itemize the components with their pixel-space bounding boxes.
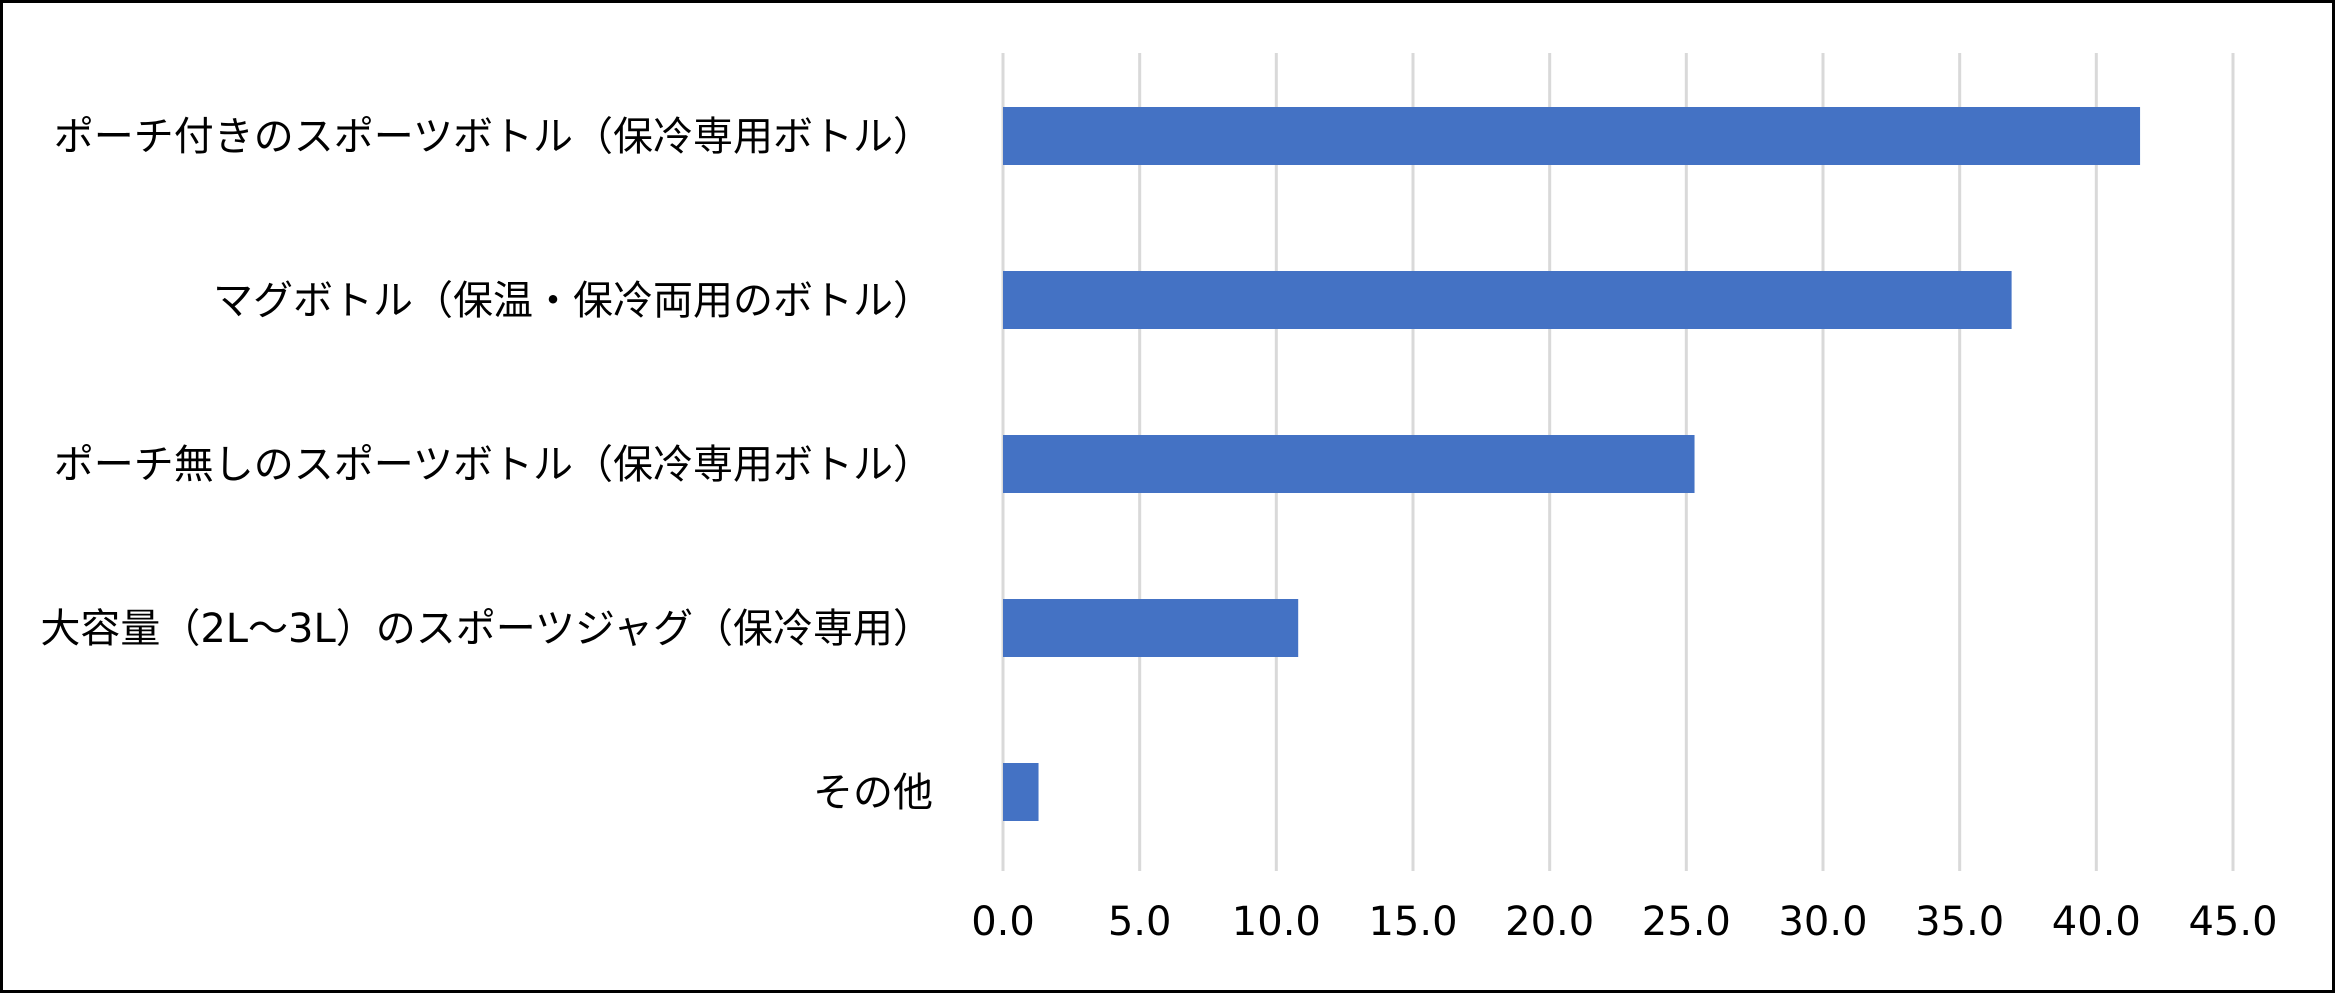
bar — [1003, 763, 1039, 821]
x-tick-label: 5.0 — [1108, 899, 1172, 945]
bar — [1003, 107, 2141, 165]
x-tick-label: 20.0 — [1505, 899, 1594, 945]
bar — [1003, 435, 1695, 493]
bar — [1003, 599, 1299, 657]
x-tick-label: 30.0 — [1778, 899, 1867, 945]
category-label: マグボトル（保温・保冷両用のボトル） — [213, 278, 933, 324]
x-tick-label: 25.0 — [1642, 899, 1731, 945]
category-labels: ポーチ付きのスポーツボトル（保冷専用ボトル） マグボトル（保温・保冷両用のボトル）… — [40, 114, 933, 816]
category-label: 大容量（2L～3L）のスポーツジャグ（保冷専用） — [40, 606, 933, 652]
x-tick-label: 0.0 — [971, 899, 1035, 945]
bar-chart: ポーチ付きのスポーツボトル（保冷専用ボトル） マグボトル（保温・保冷両用のボトル）… — [40, 53, 2278, 945]
x-tick-label: 10.0 — [1232, 899, 1321, 945]
x-tick-label: 40.0 — [2052, 899, 2141, 945]
x-tick-label: 35.0 — [1915, 899, 2004, 945]
x-tick-label: 45.0 — [2188, 899, 2277, 945]
category-label: その他 — [813, 770, 933, 816]
bar — [1003, 271, 2012, 329]
category-label: ポーチ無しのスポーツボトル（保冷専用ボトル） — [54, 442, 933, 488]
bars — [1003, 107, 2141, 821]
x-tick-label: 15.0 — [1368, 899, 1457, 945]
category-label: ポーチ付きのスポーツボトル（保冷専用ボトル） — [54, 114, 933, 160]
x-axis-tick-labels: 0.0 5.0 10.0 15.0 20.0 25.0 30.0 35.0 40.0 45.0 — [971, 899, 2277, 945]
